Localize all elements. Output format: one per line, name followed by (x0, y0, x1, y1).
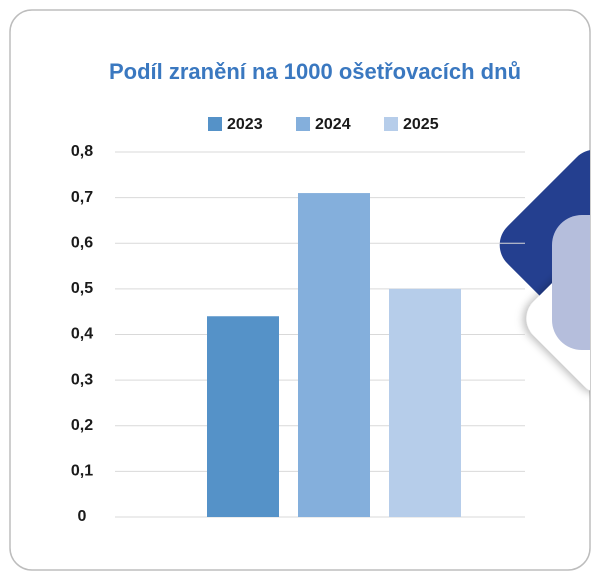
y-tick-label: 0,1 (71, 463, 93, 480)
y-tick-label: 0,6 (71, 234, 93, 251)
y-tick-label: 0,5 (71, 280, 93, 297)
bar (298, 193, 370, 517)
y-tick-label: 0 (78, 508, 87, 525)
legend-swatch (208, 117, 222, 131)
legend-label: 2025 (403, 116, 439, 133)
legend-swatch (384, 117, 398, 131)
bar (389, 288, 461, 517)
bar (207, 316, 279, 517)
y-tick-label: 0,4 (71, 326, 93, 343)
y-tick-label: 0,2 (71, 417, 93, 434)
y-tick-label: 0,8 (71, 143, 93, 160)
legend-label: 2023 (227, 116, 263, 133)
chart-title: Podíl zranění na 1000 ošetřovacích dnů (109, 59, 521, 84)
y-tick-label: 0,7 (71, 189, 93, 206)
decoration (499, 149, 590, 394)
y-tick-label: 0,3 (71, 371, 93, 388)
legend-swatch (296, 117, 310, 131)
legend-label: 2024 (315, 116, 351, 133)
deco-lavender (552, 215, 590, 350)
